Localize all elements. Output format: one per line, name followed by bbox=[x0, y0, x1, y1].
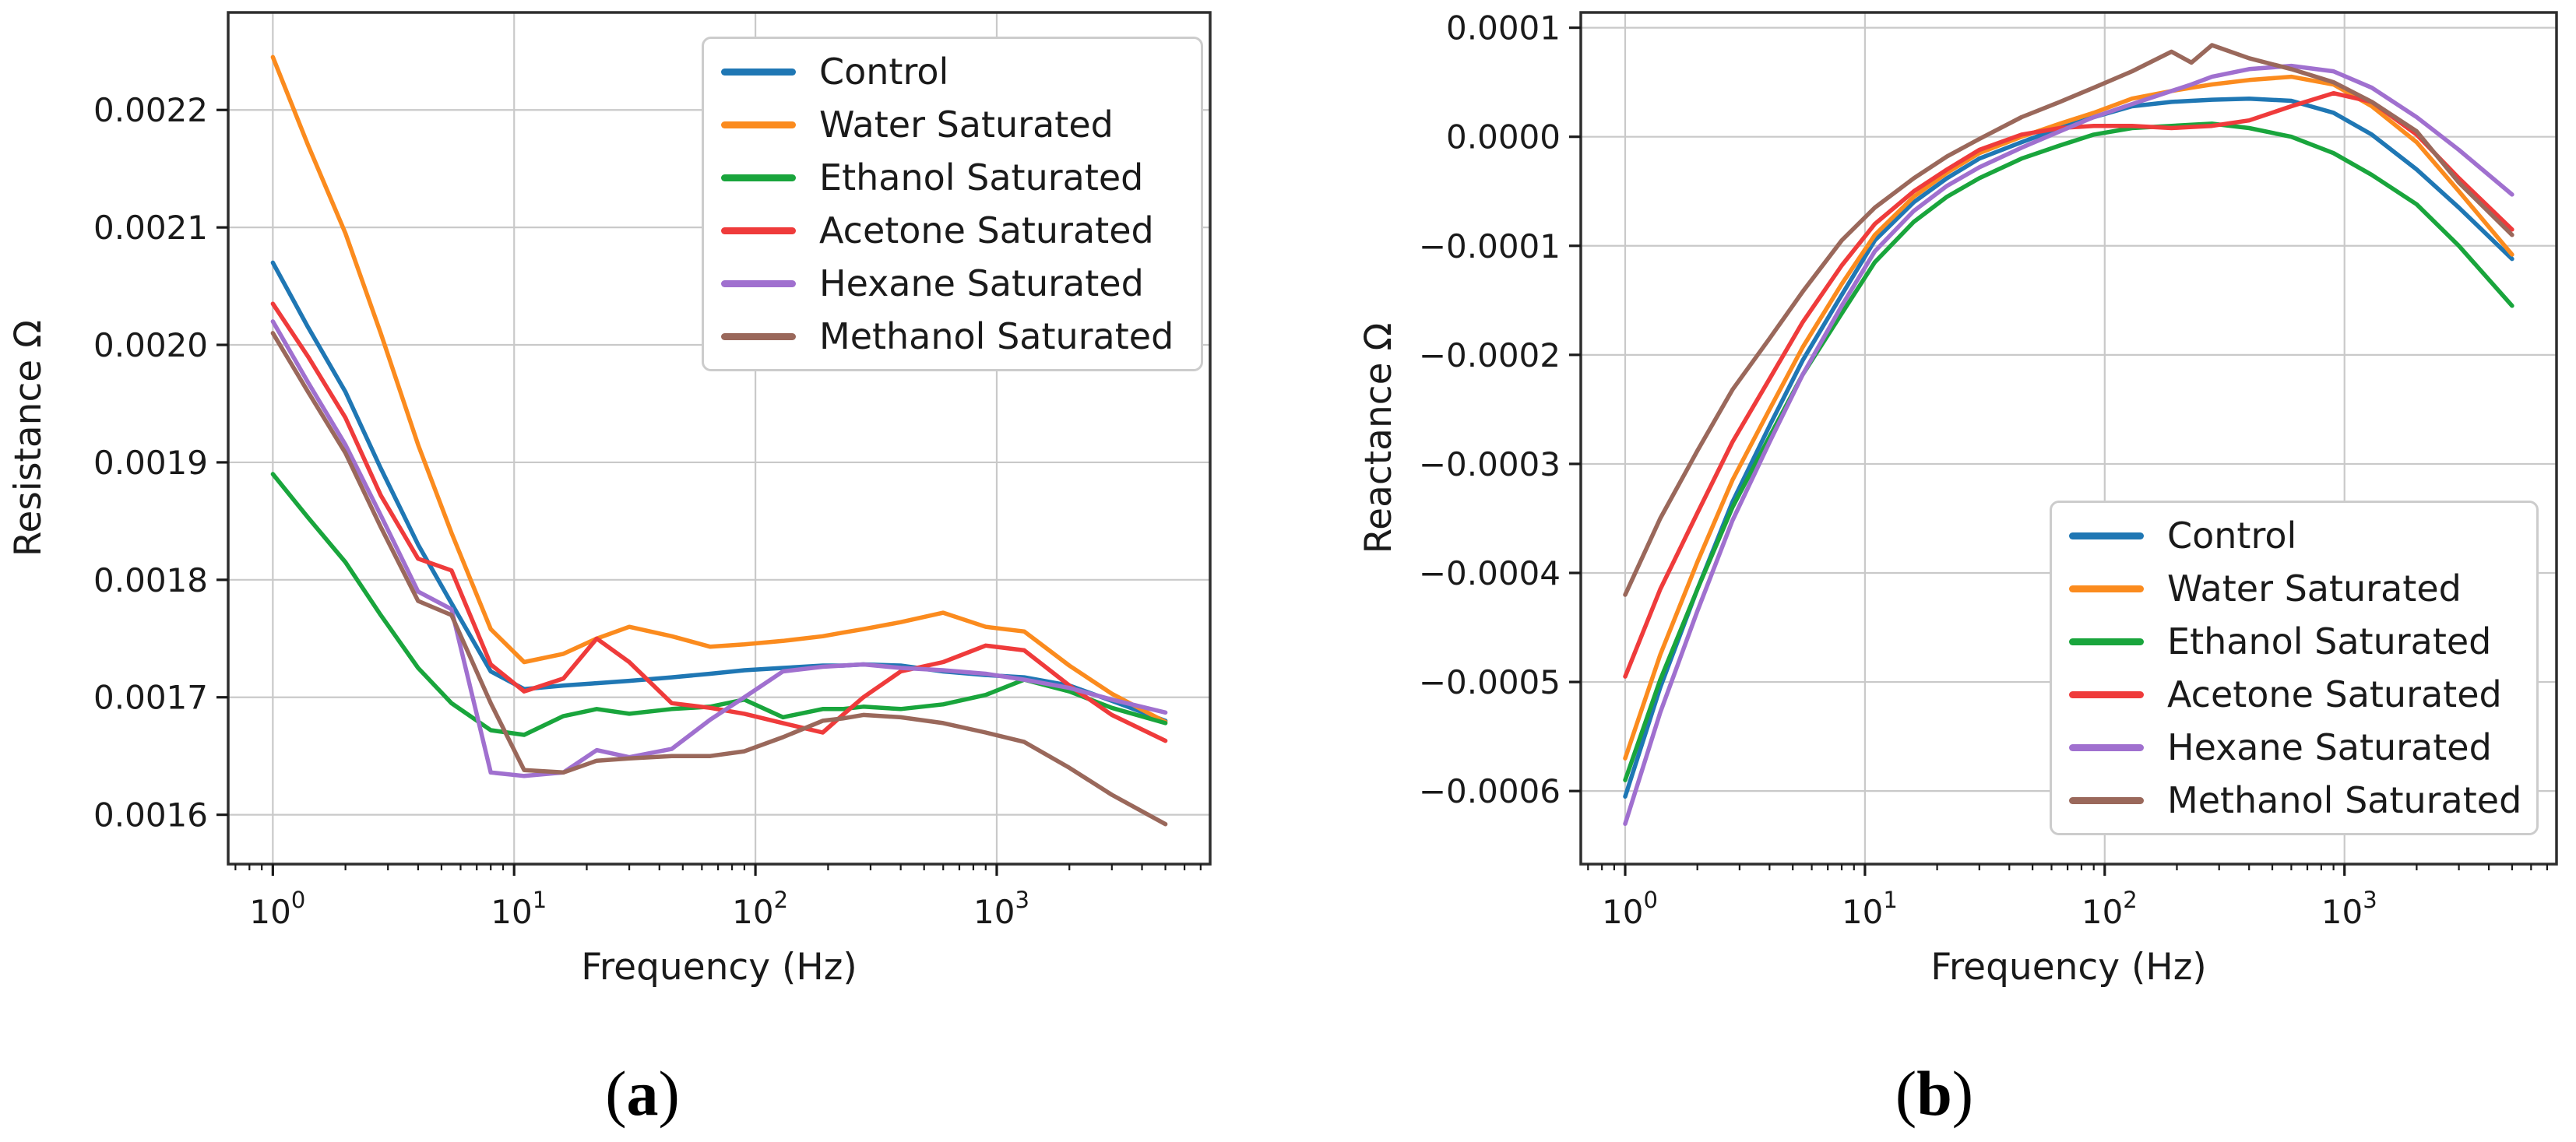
series-line-methanol-saturated bbox=[1623, 43, 2514, 597]
legend-label: Ethanol Saturated bbox=[819, 156, 1144, 199]
legend-label: Control bbox=[819, 51, 949, 93]
legend-label: Ethanol Saturated bbox=[2167, 620, 2492, 662]
water-saturated-line-swatch bbox=[2069, 585, 2144, 592]
x-tick-label: 100 bbox=[249, 887, 305, 931]
legend-item: Acetone Saturated bbox=[2052, 668, 2536, 721]
y-tick-label: −0.0004 bbox=[1419, 554, 1561, 592]
series-lines bbox=[270, 54, 1168, 827]
x-tick-label: 101 bbox=[491, 887, 547, 931]
y-tick-label: 0.0001 bbox=[1446, 9, 1561, 47]
caption-paren: ) bbox=[658, 1058, 680, 1129]
legend-label: Methanol Saturated bbox=[819, 315, 1174, 357]
acetone-saturated-line-swatch bbox=[721, 227, 796, 234]
tick-marks bbox=[216, 108, 1202, 876]
legend-item: Hexane Saturated bbox=[704, 257, 1201, 310]
hexane-saturated-line-swatch bbox=[721, 279, 796, 287]
legend-label: Hexane Saturated bbox=[819, 262, 1144, 304]
ethanol-saturated-line-swatch bbox=[2069, 638, 2144, 645]
caption-b: (b) bbox=[1779, 1057, 2090, 1130]
caption-paren: ( bbox=[1895, 1058, 1917, 1129]
legend-item: Methanol Saturated bbox=[2052, 774, 2536, 827]
control-line-swatch bbox=[2069, 532, 2144, 539]
legend-item: Methanol Saturated bbox=[704, 310, 1201, 363]
ethanol-saturated-line-swatch bbox=[721, 174, 796, 181]
y-tick-label: 0.0016 bbox=[93, 796, 208, 835]
plot-frame bbox=[227, 11, 1212, 866]
legend-label: Methanol Saturated bbox=[2167, 779, 2522, 821]
x-axis-label: Frequency (Hz) bbox=[581, 946, 857, 989]
caption-paren: ) bbox=[1951, 1058, 1974, 1129]
legend-label: Acetone Saturated bbox=[819, 209, 1154, 251]
x-axis-label: Frequency (Hz) bbox=[1930, 946, 2206, 989]
y-tick-label: 0.0000 bbox=[1446, 118, 1561, 156]
series-line-methanol-saturated bbox=[270, 331, 1168, 827]
water-saturated-line-swatch bbox=[721, 121, 796, 128]
caption-a: (a) bbox=[487, 1057, 798, 1130]
y-tick-label: 0.0017 bbox=[93, 679, 208, 717]
series-line-acetone-saturated bbox=[270, 301, 1168, 743]
legend-item: Acetone Saturated bbox=[704, 204, 1201, 257]
y-tick-label: −0.0005 bbox=[1419, 663, 1561, 701]
y-tick-label: 0.0021 bbox=[93, 209, 208, 247]
legend-item: Ethanol Saturated bbox=[704, 151, 1201, 204]
legend-label: Water Saturated bbox=[2167, 567, 2462, 610]
x-tick-label: 102 bbox=[2082, 887, 2138, 931]
series-line-ethanol-saturated bbox=[1623, 121, 2514, 782]
y-tick-labels: 0.0001 0.0000 −0.0001 −0.0002 −0.0003 −0.0004… bbox=[1419, 9, 1561, 811]
series-line-acetone-saturated bbox=[1623, 90, 2514, 679]
methanol-saturated-line-swatch bbox=[721, 332, 796, 340]
y-tick-label: 0.0020 bbox=[93, 326, 208, 364]
legend-panel-a: Control Water Saturated Ethanol Saturate… bbox=[702, 37, 1203, 371]
x-tick-label: 102 bbox=[732, 887, 788, 931]
y-axis-label: Reactance Ω bbox=[1357, 323, 1400, 554]
tick-marks bbox=[1569, 26, 2549, 876]
legend-label: Water Saturated bbox=[819, 104, 1114, 146]
legend-item: Control bbox=[2052, 509, 2536, 562]
y-tick-label: 0.0019 bbox=[93, 444, 208, 482]
series-line-hexane-saturated bbox=[1623, 63, 2514, 826]
x-tick-label: 103 bbox=[973, 887, 1029, 931]
legend-panel-b: Control Water Saturated Ethanol Saturate… bbox=[2050, 501, 2539, 835]
legend-item: Water Saturated bbox=[704, 98, 1201, 151]
x-tick-label: 100 bbox=[1602, 887, 1658, 931]
caption-letter: a bbox=[626, 1058, 659, 1129]
control-line-swatch bbox=[721, 68, 796, 76]
series-line-hexane-saturated bbox=[270, 319, 1168, 778]
plot-frame bbox=[1579, 11, 2558, 866]
legend-label: Hexane Saturated bbox=[2167, 726, 2492, 768]
acetone-saturated-line-swatch bbox=[2069, 690, 2144, 698]
series-lines bbox=[1623, 43, 2514, 826]
legend-item: Water Saturated bbox=[2052, 562, 2536, 615]
x-tick-labels: 100 101 102 103 bbox=[249, 887, 1029, 931]
y-tick-labels: 0.0016 0.0017 0.0018 0.0019 0.0020 0.0021 0.00… bbox=[93, 91, 208, 834]
legend-label: Control bbox=[2167, 515, 2297, 557]
series-line-water-saturated bbox=[270, 54, 1168, 725]
y-axis-label: Resistance Ω bbox=[7, 320, 50, 557]
y-tick-label: 0.0018 bbox=[93, 561, 208, 599]
x-tick-labels: 100 101 102 103 bbox=[1602, 887, 2377, 931]
x-tick-label: 103 bbox=[2321, 887, 2377, 931]
x-tick-label: 101 bbox=[1842, 887, 1898, 931]
legend-item: Ethanol Saturated bbox=[2052, 615, 2536, 668]
legend-item: Control bbox=[704, 45, 1201, 98]
y-tick-label: 0.0022 bbox=[93, 91, 208, 129]
y-tick-label: −0.0002 bbox=[1419, 336, 1561, 374]
y-tick-label: −0.0006 bbox=[1419, 772, 1561, 810]
caption-paren: ( bbox=[605, 1058, 627, 1129]
caption-letter: b bbox=[1916, 1058, 1952, 1129]
methanol-saturated-line-swatch bbox=[2069, 796, 2144, 804]
hexane-saturated-line-swatch bbox=[2069, 743, 2144, 751]
y-tick-label: −0.0003 bbox=[1419, 445, 1561, 483]
legend-label: Acetone Saturated bbox=[2167, 673, 2502, 715]
legend-item: Hexane Saturated bbox=[2052, 721, 2536, 774]
y-tick-label: −0.0001 bbox=[1419, 227, 1561, 265]
